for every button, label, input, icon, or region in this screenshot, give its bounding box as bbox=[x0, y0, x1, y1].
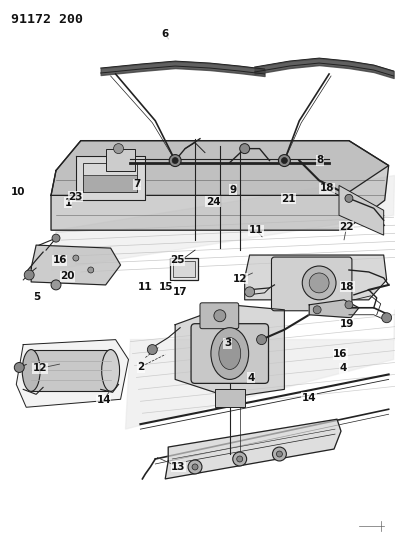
Text: 17: 17 bbox=[173, 287, 188, 297]
Text: 14: 14 bbox=[302, 393, 316, 403]
Circle shape bbox=[309, 273, 329, 293]
Circle shape bbox=[147, 345, 157, 354]
Text: 14: 14 bbox=[96, 395, 111, 405]
FancyBboxPatch shape bbox=[200, 303, 239, 329]
Text: 24: 24 bbox=[206, 197, 220, 207]
Circle shape bbox=[214, 310, 226, 322]
Circle shape bbox=[345, 195, 353, 203]
Polygon shape bbox=[16, 340, 128, 407]
Polygon shape bbox=[245, 255, 386, 300]
Circle shape bbox=[114, 144, 124, 154]
Polygon shape bbox=[51, 141, 388, 230]
Circle shape bbox=[192, 464, 198, 470]
Ellipse shape bbox=[22, 350, 40, 391]
Text: 3: 3 bbox=[224, 338, 231, 349]
Circle shape bbox=[382, 313, 392, 322]
Polygon shape bbox=[339, 185, 384, 235]
Text: 5: 5 bbox=[33, 292, 40, 302]
Polygon shape bbox=[51, 141, 388, 196]
Text: 16: 16 bbox=[333, 349, 348, 359]
Text: 12: 12 bbox=[233, 273, 248, 284]
Text: 4: 4 bbox=[248, 373, 255, 383]
FancyBboxPatch shape bbox=[191, 324, 268, 383]
Text: 18: 18 bbox=[320, 183, 334, 193]
Text: 25: 25 bbox=[170, 255, 185, 265]
FancyBboxPatch shape bbox=[272, 257, 352, 311]
Circle shape bbox=[24, 270, 34, 280]
Circle shape bbox=[51, 280, 61, 290]
Circle shape bbox=[73, 255, 79, 261]
Text: 23: 23 bbox=[68, 191, 82, 201]
Bar bbox=[170, 258, 198, 280]
Circle shape bbox=[245, 287, 255, 297]
Bar bbox=[31, 350, 110, 391]
Circle shape bbox=[52, 234, 60, 242]
Text: 2: 2 bbox=[137, 362, 145, 372]
Ellipse shape bbox=[102, 350, 120, 391]
Text: 18: 18 bbox=[340, 281, 355, 292]
Text: 7: 7 bbox=[133, 179, 141, 189]
Text: 19: 19 bbox=[339, 319, 354, 329]
Circle shape bbox=[240, 144, 249, 154]
Circle shape bbox=[276, 451, 282, 457]
Text: 8: 8 bbox=[316, 156, 324, 165]
Text: 15: 15 bbox=[158, 281, 173, 292]
Ellipse shape bbox=[219, 337, 241, 369]
Circle shape bbox=[233, 452, 247, 466]
Polygon shape bbox=[31, 245, 120, 285]
Polygon shape bbox=[309, 300, 359, 318]
Circle shape bbox=[88, 267, 94, 273]
Text: 20: 20 bbox=[60, 271, 75, 281]
Circle shape bbox=[345, 301, 353, 309]
Polygon shape bbox=[165, 419, 341, 479]
Text: 10: 10 bbox=[11, 187, 25, 197]
Circle shape bbox=[302, 266, 336, 300]
Bar bbox=[83, 163, 137, 192]
Text: 4: 4 bbox=[340, 364, 347, 373]
Text: 1: 1 bbox=[65, 198, 72, 208]
Bar bbox=[83, 175, 137, 192]
Circle shape bbox=[172, 158, 178, 164]
Circle shape bbox=[282, 158, 287, 164]
Circle shape bbox=[257, 335, 267, 345]
Ellipse shape bbox=[211, 328, 249, 379]
Bar bbox=[215, 389, 245, 407]
Text: 9: 9 bbox=[230, 184, 237, 195]
Polygon shape bbox=[76, 156, 145, 200]
Polygon shape bbox=[126, 310, 394, 429]
Text: 16: 16 bbox=[52, 255, 67, 265]
Text: 6: 6 bbox=[161, 29, 168, 39]
Text: 11: 11 bbox=[138, 281, 152, 292]
Text: 22: 22 bbox=[339, 222, 354, 232]
Circle shape bbox=[169, 155, 181, 166]
Circle shape bbox=[272, 447, 286, 461]
Circle shape bbox=[313, 306, 321, 314]
Text: 12: 12 bbox=[33, 364, 47, 373]
Text: 91172 200: 91172 200 bbox=[11, 13, 83, 26]
Circle shape bbox=[237, 456, 243, 462]
Polygon shape bbox=[175, 305, 284, 397]
Circle shape bbox=[188, 460, 202, 474]
Circle shape bbox=[14, 362, 24, 373]
Circle shape bbox=[278, 155, 290, 166]
Text: 13: 13 bbox=[171, 462, 186, 472]
Bar bbox=[173, 261, 195, 277]
Bar bbox=[106, 149, 135, 171]
Text: 21: 21 bbox=[281, 193, 296, 204]
Text: 11: 11 bbox=[249, 225, 263, 236]
Polygon shape bbox=[51, 175, 394, 270]
